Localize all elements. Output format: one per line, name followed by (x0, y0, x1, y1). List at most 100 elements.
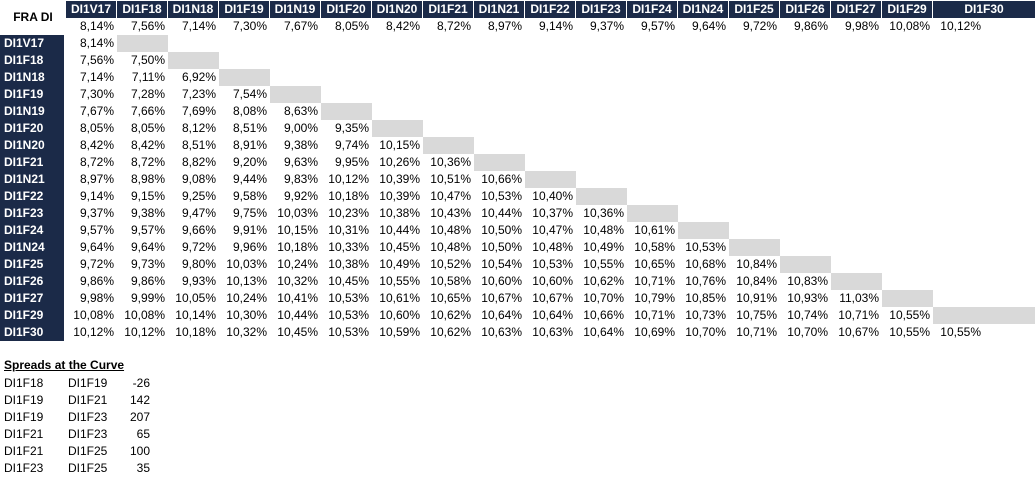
row-rate: 9,98% (79, 291, 114, 305)
forward-rate-cell: 9,57% (130, 223, 165, 237)
forward-rate-cell: 11,03% (839, 291, 879, 305)
forward-rate-cell: 10,54% (481, 257, 522, 271)
forward-rate-cell: 6,92% (181, 70, 216, 84)
forward-rate-cell: 9,96% (232, 240, 267, 254)
forward-rate-cell: 10,67% (838, 325, 879, 339)
column-rate: 9,57% (640, 19, 675, 33)
forward-rate-cell: 8,51% (232, 121, 267, 135)
forward-rate-cell: 10,79% (634, 291, 675, 305)
diagonal-block (627, 205, 678, 222)
spread-row: DI1F19 DI1F21 142 (0, 392, 160, 409)
spread-from: DI1F21 (4, 444, 44, 458)
column-header: DI1N21 (474, 1, 524, 18)
forward-rate-cell: 9,75% (232, 206, 267, 220)
forward-rate-cell: 10,44% (379, 223, 420, 237)
forward-rate-cell: 10,40% (532, 189, 573, 203)
forward-rate-cell: 10,93% (787, 291, 828, 305)
forward-rate-cell: 10,03% (277, 206, 318, 220)
forward-rate-cell: 7,23% (181, 87, 216, 101)
spread-row: DI1F18 DI1F19 -26 (0, 375, 160, 392)
column-rate: 8,05% (334, 19, 369, 33)
column-header: DI1F27 (831, 1, 881, 18)
forward-rate-cell: 10,32% (226, 325, 267, 339)
forward-rate-cell: 10,53% (532, 257, 573, 271)
matrix-title: FRA DI (13, 10, 53, 24)
row-header: DI1N19 (0, 103, 64, 120)
diagonal-block (780, 256, 831, 273)
forward-rate-cell: 10,73% (685, 308, 726, 322)
forward-rate-cell: 10,38% (379, 206, 420, 220)
forward-rate-cell: 10,70% (787, 325, 828, 339)
forward-rate-cell: 10,43% (430, 206, 471, 220)
column-rate: 8,14% (79, 19, 114, 33)
forward-rate-cell: 10,52% (430, 257, 471, 271)
forward-rate-cell: 10,84% (736, 274, 777, 288)
row-rate: 9,37% (79, 206, 114, 220)
diagonal-block (270, 86, 321, 103)
row-header: DI1F26 (0, 273, 64, 290)
forward-rate-cell: 10,18% (277, 240, 318, 254)
forward-rate-cell: 7,54% (232, 87, 267, 101)
forward-rate-cell: 10,39% (379, 172, 420, 186)
forward-rate-cell: 10,69% (634, 325, 675, 339)
forward-rate-cell: 10,63% (532, 325, 573, 339)
forward-rate-cell: 7,11% (131, 70, 165, 84)
column-rate: 7,67% (283, 19, 318, 33)
row-header: DI1N24 (0, 239, 64, 256)
row-rate: 9,72% (79, 257, 114, 271)
column-header: DI1F19 (219, 1, 269, 18)
diagonal-block (525, 171, 576, 188)
forward-rate-cell: 10,55% (940, 325, 981, 339)
forward-rate-cell: 10,65% (430, 291, 471, 305)
row-rate: 9,64% (79, 240, 114, 254)
row-header: DI1F21 (0, 154, 64, 171)
spread-to: DI1F21 (68, 393, 108, 407)
forward-rate-cell: 10,41% (277, 291, 318, 305)
column-header: DI1F23 (576, 1, 626, 18)
forward-rate-cell: 7,28% (130, 87, 165, 101)
forward-rate-cell: 10,62% (430, 325, 471, 339)
column-header: DI1F18 (117, 1, 167, 18)
diagonal-block (933, 307, 1035, 324)
column-rate: 8,42% (385, 19, 420, 33)
forward-rate-cell: 10,55% (889, 308, 930, 322)
forward-rate-cell: 9,95% (334, 155, 369, 169)
column-header: DI1V17 (66, 1, 116, 18)
spread-row: DI1F21 DI1F23 65 (0, 426, 160, 443)
column-header: DI1N19 (270, 1, 320, 18)
diagonal-block (219, 69, 270, 86)
spread-from: DI1F23 (4, 461, 44, 475)
diagonal-block (576, 188, 627, 205)
forward-rate-cell: 10,44% (277, 308, 318, 322)
forward-rate-cell: 8,72% (130, 155, 165, 169)
column-header: DI1N20 (372, 1, 422, 18)
forward-rate-cell: 10,58% (634, 240, 675, 254)
forward-rate-cell: 10,63% (481, 325, 522, 339)
column-header: DI1F30 (933, 1, 1035, 18)
spread-row: DI1F19 DI1F23 207 (0, 409, 160, 426)
forward-rate-cell: 10,44% (481, 206, 522, 220)
forward-rate-cell: 7,69% (181, 104, 216, 118)
forward-rate-cell: 10,24% (226, 291, 267, 305)
row-header: DI1N20 (0, 137, 64, 154)
row-rate: 7,14% (79, 70, 114, 84)
forward-rate-cell: 10,50% (481, 240, 522, 254)
row-header: DI1F20 (0, 120, 64, 137)
row-rate: 9,86% (79, 274, 114, 288)
forward-rate-cell: 9,83% (283, 172, 318, 186)
forward-rate-cell: 9,72% (181, 240, 216, 254)
forward-rate-cell: 10,49% (379, 257, 420, 271)
diagonal-block (882, 290, 933, 307)
column-header: DI1F22 (525, 1, 575, 18)
spread-to: DI1F23 (68, 427, 108, 441)
row-rate: 10,08% (73, 308, 114, 322)
forward-rate-cell: 10,66% (583, 308, 624, 322)
row-header: DI1F19 (0, 86, 64, 103)
forward-rate-cell: 9,92% (283, 189, 318, 203)
row-rate: 8,14% (79, 36, 114, 50)
spread-from: DI1F18 (4, 376, 44, 390)
forward-rate-cell: 10,55% (379, 274, 420, 288)
spread-value: -26 (132, 376, 150, 390)
column-rate: 7,56% (130, 19, 165, 33)
forward-rate-cell: 9,35% (334, 121, 369, 135)
